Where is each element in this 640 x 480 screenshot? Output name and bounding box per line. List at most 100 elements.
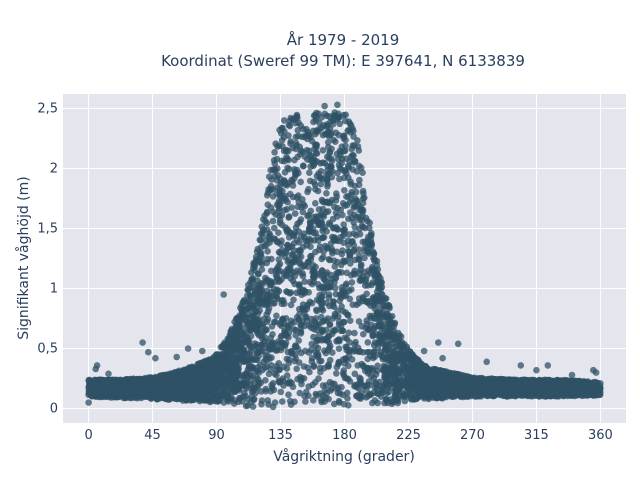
data-point [316,246,323,254]
data-point [304,188,311,196]
data-point [340,400,348,408]
data-point [355,318,363,325]
data-point [321,159,329,167]
data-point [331,263,339,270]
data-point [271,278,279,286]
data-point [330,400,338,408]
data-point [331,310,339,318]
data-point [299,125,307,133]
data-point [334,389,342,397]
data-point [297,178,305,186]
data-point [319,147,327,154]
data-point [244,396,252,403]
data-point [336,175,343,183]
data-point [356,230,364,238]
data-point [347,260,354,267]
data-point [285,213,293,220]
data-point [398,338,405,346]
data-point [269,331,276,338]
data-point [350,248,358,255]
data-point [351,158,359,165]
data-point [363,317,371,324]
data-point [273,312,280,320]
data-point [283,153,290,161]
data-point [275,229,282,236]
data-point [293,313,301,321]
data-point [369,399,376,407]
data-point [350,204,358,211]
data-point [323,228,331,235]
data-point [343,193,350,200]
data-point [271,224,278,232]
data-point [332,290,340,298]
data-point [315,170,322,177]
data-point [311,269,318,276]
data-point [345,362,352,370]
data-point [299,208,307,216]
data-point [334,169,341,177]
data-point [359,195,367,202]
data-point [341,226,349,233]
data-point [296,305,303,313]
data-point [253,374,260,381]
data-point [262,274,269,282]
data-point [310,262,317,269]
data-point [253,277,261,284]
data-point [363,272,371,279]
data-point [327,387,334,394]
data-point [336,297,344,305]
data-point [339,327,347,335]
data-point [301,278,309,286]
data-point [313,392,320,399]
data-point [346,295,354,303]
data-point [326,344,333,352]
data-point [342,111,350,119]
data-point [267,204,275,211]
data-point [336,337,343,345]
data-point [263,311,271,318]
data-point [277,388,285,396]
data-point [291,156,298,164]
data-point [292,332,300,339]
data-point [312,342,319,350]
data-point [296,143,304,151]
data-point [340,367,348,374]
data-point [315,221,323,228]
data-point [338,261,345,269]
data-point [258,243,265,251]
data-point [296,260,303,267]
data-point [258,258,266,266]
data-point [333,193,341,200]
data-point [255,270,262,278]
data-point [287,301,295,309]
data-point [338,284,346,291]
data-point [344,395,351,402]
data-point [325,154,333,162]
data-point [370,250,378,257]
data-point [285,165,293,173]
data-point [293,365,301,373]
data-point [341,202,348,209]
data-point [306,169,313,176]
data-point [326,320,334,328]
data-point [310,363,318,371]
data-point [316,125,323,133]
data-point [279,398,286,405]
data-point [248,269,255,276]
data-point [219,388,227,395]
data-point [303,242,311,249]
data-point [275,256,283,263]
data-point [250,396,258,404]
data-point [320,253,327,261]
data-point [348,272,355,279]
data-point [304,258,312,266]
data-point [339,307,347,315]
data-point [324,139,332,146]
data-point [322,242,329,250]
data-point [347,180,355,188]
data-point [369,279,376,286]
data-point [307,163,314,170]
data-point [278,237,285,244]
data-point [323,190,330,197]
